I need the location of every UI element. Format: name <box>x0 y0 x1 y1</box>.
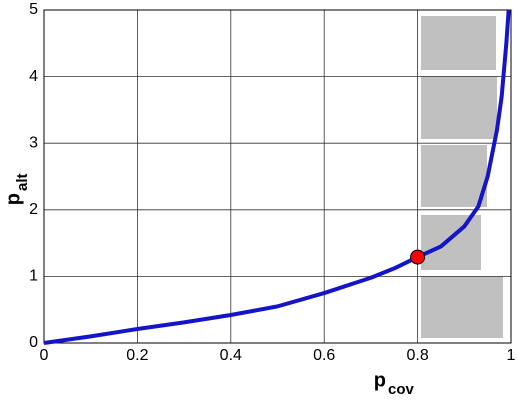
y-tick-label: 4 <box>29 68 38 85</box>
x-tick-label: 0.4 <box>220 347 242 364</box>
x-tick-label: 0 <box>40 347 49 364</box>
y-tick-label: 2 <box>29 201 38 218</box>
y-tick-label: 0 <box>29 334 38 351</box>
patch <box>421 276 503 338</box>
x-tick-label: 0.8 <box>406 347 428 364</box>
x-tick-label: 1 <box>507 347 516 364</box>
patch <box>421 145 487 207</box>
axis-labels: p cov p alt <box>2 173 414 397</box>
y-label: p <box>2 193 24 205</box>
gray-patch <box>421 16 503 338</box>
line <box>43 9 511 345</box>
patch <box>421 16 496 70</box>
y-label-group: p alt <box>2 173 31 205</box>
y-tick-label: 3 <box>29 134 38 151</box>
patch <box>421 76 497 139</box>
x-tick-label: 0.2 <box>126 347 148 364</box>
y-tick-label: 1 <box>29 268 38 285</box>
y-tick-label: 5 <box>29 1 38 18</box>
patch <box>421 215 481 270</box>
plot-frame <box>43 9 512 344</box>
y-label-sub: alt <box>14 173 31 191</box>
x-label-sub: cov <box>388 381 415 398</box>
highlight-point <box>410 249 426 265</box>
x-label: p <box>374 369 386 391</box>
x-tick-label: 0.6 <box>313 347 335 364</box>
